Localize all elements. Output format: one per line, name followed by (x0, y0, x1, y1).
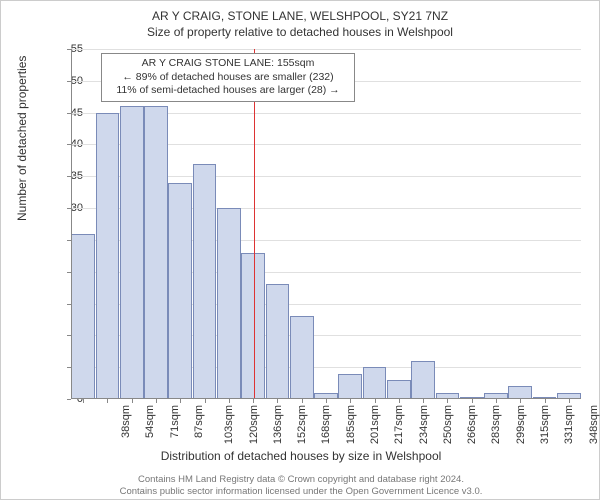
x-tick-label: 201sqm (369, 405, 381, 444)
x-tick-label: 152sqm (296, 405, 308, 444)
x-tick-mark (107, 399, 108, 403)
x-tick-label: 250sqm (442, 405, 454, 444)
plot-region: AR Y CRAIG STONE LANE: 155sqm← 89% of de… (71, 49, 581, 399)
x-tick-label: 120sqm (248, 405, 260, 444)
x-tick-label: 71sqm (169, 405, 181, 438)
bar (290, 316, 314, 399)
x-tick-label: 87sqm (193, 405, 205, 438)
x-tick-label: 38sqm (120, 405, 132, 438)
x-tick-mark (180, 399, 181, 403)
bar (71, 234, 95, 399)
x-tick-mark (326, 399, 327, 403)
x-axis-label: Distribution of detached houses by size … (1, 449, 600, 463)
bar (217, 208, 241, 399)
x-tick-label: 283sqm (491, 405, 503, 444)
x-tick-mark (253, 399, 254, 403)
title-sub: Size of property relative to detached ho… (1, 25, 599, 39)
info-box: AR Y CRAIG STONE LANE: 155sqm← 89% of de… (101, 53, 355, 102)
bar (96, 113, 120, 399)
x-tick-mark (205, 399, 206, 403)
x-tick-mark (545, 399, 546, 403)
x-tick-mark (472, 399, 473, 403)
bar (363, 367, 387, 399)
x-tick-mark (277, 399, 278, 403)
info-box-line: AR Y CRAIG STONE LANE: 155sqm (108, 57, 348, 71)
bar (266, 284, 290, 399)
x-tick-label: 299sqm (515, 405, 527, 444)
info-box-line: 11% of semi-detached houses are larger (… (108, 84, 348, 98)
x-tick-mark (83, 399, 84, 403)
x-tick-label: 331sqm (563, 405, 575, 444)
x-tick-label: 185sqm (345, 405, 357, 444)
bar (338, 374, 362, 399)
x-tick-label: 266sqm (466, 405, 478, 444)
x-tick-label: 315sqm (539, 405, 551, 444)
y-axis-line (71, 49, 72, 399)
x-tick-mark (132, 399, 133, 403)
x-tick-label: 168sqm (321, 405, 333, 444)
bar (193, 164, 217, 399)
info-box-line: ← 89% of detached houses are smaller (23… (108, 71, 348, 85)
bar (387, 380, 411, 399)
x-tick-mark (375, 399, 376, 403)
x-tick-label: 234sqm (418, 405, 430, 444)
bar (144, 106, 168, 399)
bar (120, 106, 144, 399)
x-tick-mark (229, 399, 230, 403)
x-tick-mark (302, 399, 303, 403)
x-axis-line (71, 398, 581, 399)
x-tick-mark (350, 399, 351, 403)
chart-container: AR Y CRAIG, STONE LANE, WELSHPOOL, SY21 … (0, 0, 600, 500)
x-tick-mark (156, 399, 157, 403)
x-tick-label: 136sqm (272, 405, 284, 444)
x-tick-label: 217sqm (393, 405, 405, 444)
y-axis-label: Number of detached properties (15, 56, 29, 221)
x-tick-mark (447, 399, 448, 403)
footer-line-2: Contains public sector information licen… (1, 486, 600, 497)
x-tick-mark (399, 399, 400, 403)
x-tick-mark (520, 399, 521, 403)
x-tick-mark (423, 399, 424, 403)
grid-line (71, 49, 581, 50)
bar (411, 361, 435, 399)
x-tick-label: 348sqm (588, 405, 600, 444)
footer-line-1: Contains HM Land Registry data © Crown c… (1, 474, 600, 485)
x-tick-label: 103sqm (223, 405, 235, 444)
x-tick-label: 54sqm (144, 405, 156, 438)
x-tick-mark (496, 399, 497, 403)
bar (168, 183, 192, 399)
x-tick-mark (569, 399, 570, 403)
footer: Contains HM Land Registry data © Crown c… (1, 474, 600, 497)
chart-area: AR Y CRAIG STONE LANE: 155sqm← 89% of de… (71, 49, 581, 399)
title-main: AR Y CRAIG, STONE LANE, WELSHPOOL, SY21 … (1, 9, 599, 23)
